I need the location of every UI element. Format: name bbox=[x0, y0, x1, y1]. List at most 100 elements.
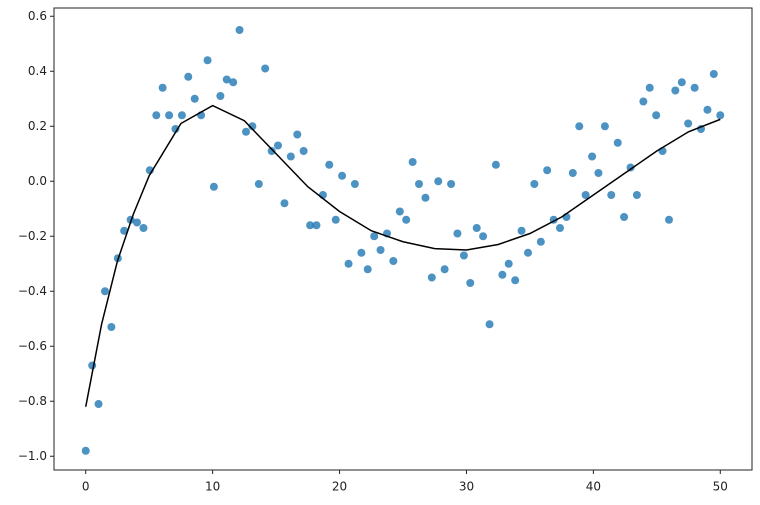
data-point bbox=[331, 215, 340, 224]
data-point bbox=[171, 125, 180, 133]
data-point bbox=[338, 171, 347, 180]
y-tick-label: −1.0 bbox=[18, 449, 47, 463]
data-point bbox=[190, 94, 199, 103]
data-point bbox=[395, 207, 404, 216]
data-point bbox=[94, 400, 103, 408]
data-point bbox=[370, 232, 379, 241]
data-point bbox=[498, 270, 507, 279]
data-point bbox=[107, 323, 116, 331]
data-point bbox=[479, 232, 488, 241]
data-point bbox=[235, 26, 244, 34]
x-tick-label: 30 bbox=[459, 480, 474, 494]
data-point bbox=[306, 221, 315, 230]
data-point bbox=[222, 75, 231, 84]
data-point bbox=[555, 224, 564, 232]
data-point bbox=[132, 218, 141, 227]
x-tick-label: 20 bbox=[332, 480, 347, 494]
data-point bbox=[652, 111, 661, 120]
data-point bbox=[703, 105, 712, 114]
data-point bbox=[101, 287, 110, 296]
data-point bbox=[267, 147, 276, 155]
y-tick-label: 0.0 bbox=[28, 174, 47, 188]
data-point bbox=[600, 122, 609, 131]
data-point bbox=[530, 180, 539, 188]
data-point bbox=[299, 147, 308, 155]
data-point bbox=[709, 70, 718, 78]
data-point bbox=[677, 78, 686, 87]
data-point bbox=[229, 78, 238, 87]
data-point bbox=[408, 158, 417, 166]
data-point bbox=[440, 265, 449, 274]
data-point bbox=[588, 152, 597, 161]
x-tick-label: 40 bbox=[586, 480, 601, 494]
data-point bbox=[626, 163, 635, 172]
y-tick-label: −0.4 bbox=[18, 284, 47, 298]
data-point bbox=[607, 191, 616, 199]
data-point bbox=[613, 138, 622, 147]
data-point bbox=[286, 152, 295, 161]
x-tick-label: 10 bbox=[205, 480, 220, 494]
data-point bbox=[491, 160, 500, 169]
data-point bbox=[568, 169, 577, 177]
data-point bbox=[581, 191, 590, 199]
data-point bbox=[453, 229, 462, 238]
data-point bbox=[363, 265, 372, 274]
data-point bbox=[203, 56, 212, 65]
data-point bbox=[88, 361, 97, 370]
data-point bbox=[620, 213, 629, 221]
y-tick-label: −0.6 bbox=[18, 339, 47, 353]
data-point bbox=[152, 111, 161, 120]
data-point bbox=[344, 259, 353, 268]
data-point bbox=[447, 180, 456, 188]
data-point bbox=[427, 273, 436, 282]
data-point bbox=[261, 64, 270, 73]
data-point bbox=[690, 83, 699, 92]
data-point bbox=[357, 248, 366, 257]
data-point bbox=[684, 119, 693, 128]
x-tick-label: 0 bbox=[82, 480, 90, 494]
y-tick-label: 0.2 bbox=[28, 119, 47, 133]
data-point bbox=[472, 224, 481, 232]
data-point bbox=[543, 166, 552, 175]
data-point bbox=[536, 237, 545, 246]
data-point bbox=[280, 199, 289, 208]
data-point bbox=[165, 111, 174, 120]
data-point bbox=[216, 92, 225, 100]
data-point bbox=[139, 224, 148, 232]
y-tick-label: 0.4 bbox=[28, 64, 47, 78]
data-point bbox=[671, 86, 680, 95]
data-point bbox=[485, 320, 494, 329]
data-point bbox=[632, 191, 641, 199]
data-point bbox=[517, 226, 526, 235]
data-point bbox=[575, 122, 584, 131]
data-point bbox=[645, 83, 654, 92]
data-point bbox=[209, 182, 218, 191]
data-point bbox=[414, 180, 423, 188]
data-point bbox=[120, 226, 129, 235]
data-point bbox=[594, 169, 603, 177]
data-point bbox=[466, 279, 475, 287]
y-tick-label: −0.8 bbox=[18, 394, 47, 408]
data-point bbox=[325, 160, 334, 169]
data-point bbox=[248, 122, 257, 131]
data-point bbox=[459, 251, 468, 260]
data-point bbox=[254, 180, 263, 188]
data-point bbox=[242, 127, 251, 136]
x-tick-label: 50 bbox=[713, 480, 728, 494]
data-point bbox=[184, 72, 193, 81]
data-point bbox=[504, 259, 513, 268]
y-tick-label: 0.6 bbox=[28, 9, 47, 23]
data-point bbox=[273, 141, 282, 150]
data-point bbox=[81, 446, 90, 455]
data-point bbox=[350, 180, 359, 188]
data-point bbox=[158, 83, 167, 92]
data-point bbox=[177, 111, 186, 120]
data-point bbox=[524, 248, 533, 257]
data-point bbox=[434, 177, 443, 186]
plot-frame bbox=[53, 7, 753, 471]
fit-line bbox=[84, 104, 721, 407]
data-point bbox=[293, 130, 302, 139]
data-point bbox=[716, 111, 725, 120]
data-point bbox=[389, 257, 398, 265]
